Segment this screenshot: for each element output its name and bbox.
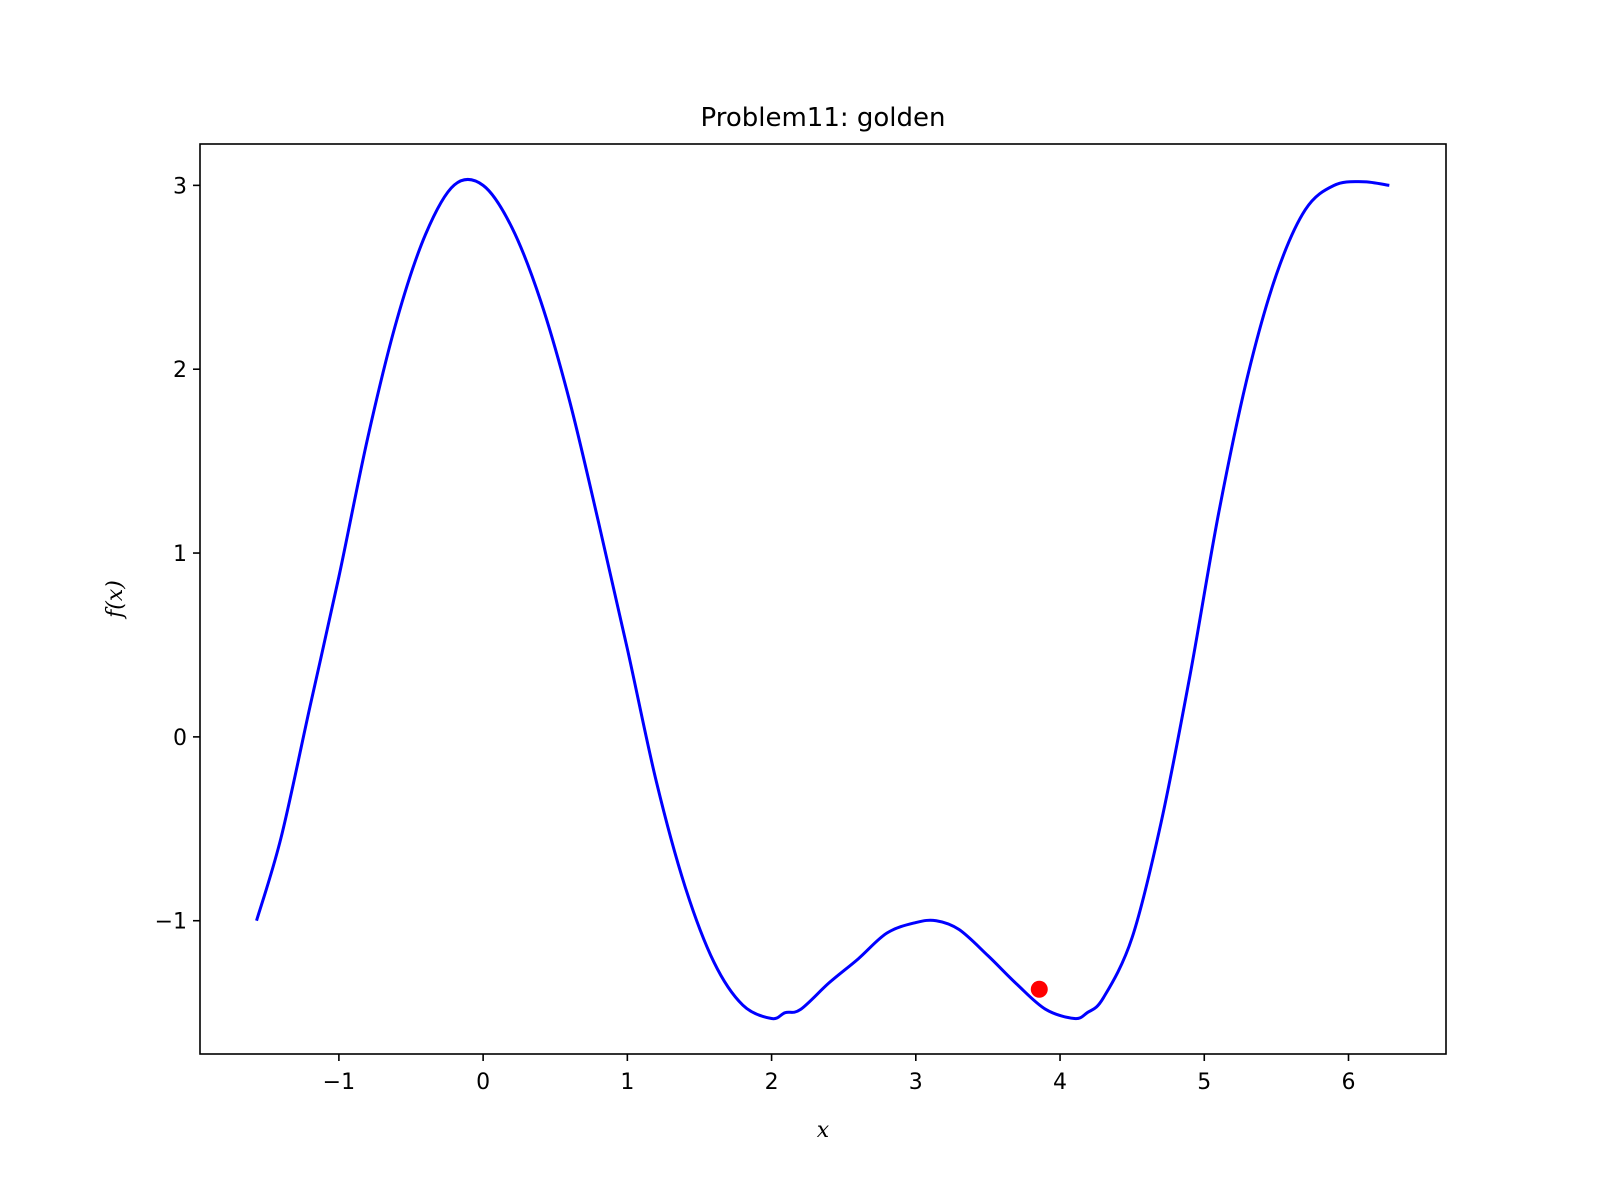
x-tick-label: 5 [1197, 1070, 1211, 1095]
chart-title: Problem11: golden [700, 103, 945, 133]
x-tick-label: 3 [909, 1070, 923, 1095]
y-tick-label: 0 [173, 726, 187, 751]
x-tick-label: 0 [476, 1070, 490, 1095]
x-axis-label: x [817, 1118, 830, 1143]
y-axis-label: f(x) [103, 580, 128, 620]
y-tick-label: 3 [173, 174, 187, 199]
x-tick-label: 1 [620, 1070, 634, 1095]
y-tick-label: 1 [173, 542, 187, 567]
x-tick-label: 2 [765, 1070, 779, 1095]
marker-point-1 [1030, 980, 1048, 998]
x-tick-label: 4 [1053, 1070, 1067, 1095]
y-tick-label: −1 [155, 910, 187, 935]
axes-frame [199, 143, 1447, 1055]
y-tick-label: 2 [173, 358, 187, 383]
plot-area [255, 177, 1390, 1021]
series-line-1 [255, 177, 1390, 1021]
x-axis: −1 0 1 2 3 4 5 6 [323, 1054, 1356, 1095]
x-tick-label: −1 [323, 1070, 355, 1095]
y-axis: −1 0 1 2 3 [155, 174, 200, 935]
x-tick-label: 6 [1342, 1070, 1356, 1095]
